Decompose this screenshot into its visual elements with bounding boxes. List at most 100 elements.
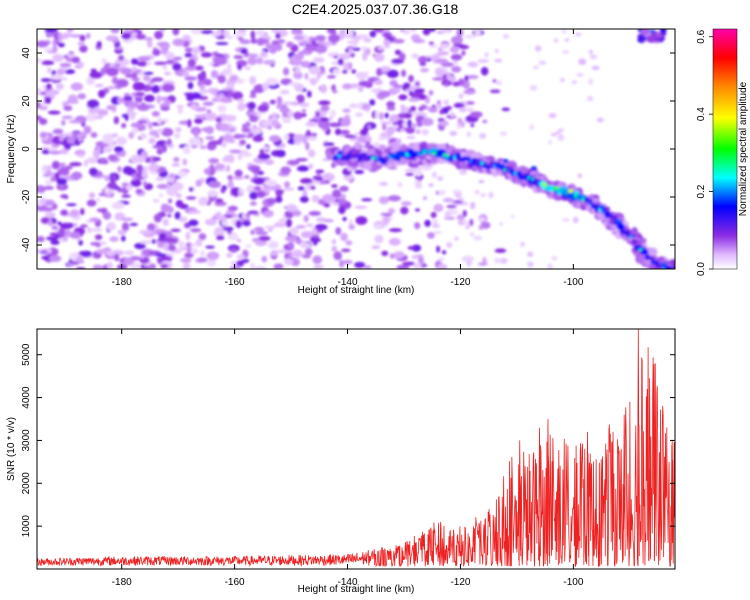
spectrogram-cell (69, 162, 82, 167)
spectrogram-cell (276, 39, 286, 44)
spectrogram-cell (182, 145, 191, 155)
spectrogram-cell (184, 252, 194, 258)
chart-title: C2E4.2025.037.07.36.G18 (291, 1, 459, 17)
spectrogram-cell (141, 171, 148, 179)
spectrogram-cell (172, 63, 182, 71)
spectrogram-cell (389, 79, 398, 87)
spectrogram-cell (43, 199, 55, 207)
spectrogram-cell (393, 86, 401, 94)
spectrogram-cell (275, 191, 283, 197)
spectrogram-cell (319, 117, 330, 122)
spectrogram-cell (44, 29, 58, 34)
spectrogram-cell (439, 109, 445, 115)
spectrogram-cell (60, 119, 66, 126)
spectrogram-cell (276, 103, 284, 110)
spectrogram-cell (256, 57, 263, 65)
spectrogram-cell (411, 244, 422, 252)
spectrogram-cell (93, 115, 104, 120)
spectrogram-cell (405, 89, 410, 93)
spectrogram-cell (454, 236, 459, 241)
spectrogram-cell (132, 81, 146, 91)
spectrogram-cell (407, 245, 415, 250)
spectrogram-cell (135, 188, 143, 194)
spectrogram-cell (409, 29, 417, 33)
spectrogram-cell (222, 68, 233, 75)
spectrogram-cell (239, 39, 251, 45)
spectrogram-cell (339, 117, 351, 127)
spectrogram-cell (237, 37, 244, 41)
spectrogram-cell (338, 53, 351, 61)
spectrogram-cell (571, 80, 578, 84)
spectrogram-cell (303, 214, 309, 223)
spectrogram-cell (316, 229, 324, 233)
spectrogram-cell (63, 229, 72, 238)
spectrogram-cell (44, 179, 53, 186)
spectrogram-cell (342, 108, 351, 113)
spectrogram-cell (357, 85, 364, 93)
spectrogram-cell (479, 132, 487, 140)
spectrogram-cell (156, 183, 170, 190)
spectrogram-cell (224, 89, 235, 98)
spectrogram-cell (75, 266, 86, 269)
snr-plot (37, 329, 675, 568)
spectrogram-cell (126, 184, 133, 191)
spectrogram-cell (86, 77, 95, 86)
spectrogram-cell (106, 67, 119, 77)
spectrogram-cell (188, 219, 199, 227)
spectrogram-cell (374, 53, 385, 62)
spectrogram-cell (373, 29, 385, 33)
spectrogram-cell (170, 228, 181, 233)
spectrogram-cell (660, 29, 667, 34)
spectrogram-cell (588, 50, 594, 55)
spectrogram-cell (58, 237, 65, 242)
spectrogram-cell (304, 72, 309, 80)
spectrogram-cell (40, 78, 51, 83)
spectrogram-cell (557, 134, 565, 142)
spectrogram-cell (426, 232, 435, 239)
spectrogram-ylabel: Frequency (Hz) (6, 115, 17, 184)
spectrogram-cell (379, 66, 392, 72)
spectrogram-cell (83, 159, 88, 167)
spectrogram-cell (261, 255, 268, 263)
spectrogram-cell (215, 198, 224, 204)
spectrogram-cell (354, 169, 365, 175)
spectrogram-cell (452, 200, 463, 204)
spectrogram-cell (88, 192, 96, 199)
spectrogram-cell (329, 109, 336, 118)
spectrogram-cell (388, 237, 401, 246)
spectrogram-cell (107, 191, 113, 196)
spectrogram-cell (245, 121, 251, 128)
spectrogram-cell (465, 224, 471, 230)
spectrogram-cell (222, 156, 235, 163)
spectrogram-cell (340, 232, 348, 242)
spectrogram-cell (414, 208, 421, 212)
spectrogram-cell (387, 195, 401, 202)
spectrogram-cell (264, 159, 275, 166)
spectrogram-cell (342, 83, 353, 90)
spectrogram-cell (197, 72, 207, 81)
spectrogram-cell (94, 106, 100, 112)
spectrogram-cell (432, 77, 446, 81)
spectrogram-cell (400, 206, 409, 215)
spectrogram-cell (49, 150, 62, 155)
spectrogram-cell (342, 69, 348, 74)
spectrogram-cell (660, 36, 666, 41)
spectrogram-cell (306, 223, 314, 227)
spectrogram-panel: -180 -160 -140 -120 -100 -40 -20 0 20 40 Height o… (6, 28, 676, 296)
spectrogram-cell (162, 218, 169, 227)
spectrogram-cell (308, 66, 321, 75)
spectrogram-cell (414, 222, 421, 230)
spectrogram-heatmap (37, 29, 675, 269)
spectrogram-cell (411, 53, 419, 59)
spectrogram-cell (429, 29, 436, 32)
spectrogram-cell (182, 70, 190, 78)
spectrogram-cell (312, 255, 323, 265)
spectrogram-cell (106, 222, 117, 231)
spectrogram-cell (469, 111, 483, 118)
spectrogram-cell (286, 41, 294, 48)
spectrogram-cell (242, 220, 251, 227)
spectrogram-cell (166, 213, 172, 218)
spectrogram-cell (115, 136, 127, 146)
spectrogram-cell (461, 255, 475, 263)
spectrogram-cell (562, 50, 570, 54)
